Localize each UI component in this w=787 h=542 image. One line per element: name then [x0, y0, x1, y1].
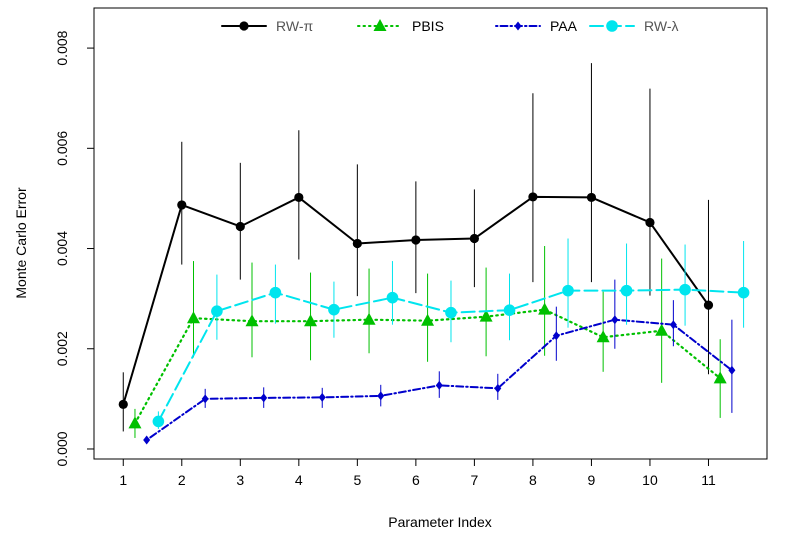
data-point [245, 314, 259, 327]
data-point [386, 291, 399, 304]
plot-border [93, 7, 768, 460]
data-point [528, 192, 538, 202]
data-point [211, 305, 223, 317]
y-tick-label: 0.008 [54, 30, 70, 65]
data-point [728, 365, 736, 375]
data-point [514, 21, 522, 31]
series-3 [143, 279, 736, 445]
x-tick-label: 4 [295, 472, 303, 488]
data-point [239, 21, 249, 31]
data-point [328, 303, 340, 316]
data-point [294, 192, 304, 203]
data-point [679, 283, 691, 296]
x-tick-label: 2 [178, 472, 186, 488]
data-point [118, 399, 128, 409]
y-axis: 0.000 0.002 0.004 0.006 0.008 [54, 30, 94, 467]
data-point [645, 217, 655, 228]
data-point [177, 200, 187, 210]
data-point [377, 391, 385, 401]
data-point [538, 302, 552, 315]
x-tick-label: 7 [470, 472, 478, 488]
plot-area [93, 7, 768, 460]
x-axis: 1 2 3 4 5 6 7 8 9 10 11 [119, 459, 716, 488]
data-point [611, 315, 619, 325]
x-tick-label: 9 [588, 472, 596, 488]
x-tick-label: 3 [236, 472, 244, 488]
series-2 [128, 246, 727, 438]
x-tick-label: 6 [412, 472, 420, 488]
data-point [562, 284, 574, 297]
data-point [620, 284, 633, 297]
x-tick-label: 5 [353, 472, 361, 488]
legend-label: RW-π [276, 18, 313, 34]
data-point [713, 371, 727, 384]
data-point [445, 306, 457, 319]
data-point [606, 20, 618, 32]
y-tick-label: 0.004 [54, 231, 70, 266]
data-point [586, 192, 597, 203]
data-point [318, 392, 326, 402]
series-4 [152, 238, 750, 429]
y-axis-label: Monte Carlo Error [13, 187, 29, 299]
legend-label: RW-λ [644, 18, 678, 34]
data-point [503, 304, 516, 316]
data-point [362, 312, 376, 325]
data-point [421, 313, 435, 326]
data-point [596, 330, 610, 343]
legend: RW-π PBIS PAA RW-λ [221, 18, 678, 34]
data-point [352, 238, 362, 249]
x-tick-label: 1 [119, 472, 127, 488]
x-tick-label: 8 [529, 472, 537, 488]
data-point [411, 235, 421, 245]
data-point [143, 435, 151, 445]
data-point [186, 311, 200, 324]
series-layer [118, 63, 750, 445]
y-tick-label: 0.002 [54, 331, 70, 366]
data-point [260, 393, 268, 403]
series-line [133, 308, 722, 425]
legend-item-2: PBIS [357, 18, 444, 34]
data-point [494, 383, 502, 393]
legend-item-3: PAA [495, 18, 578, 34]
data-point [469, 233, 479, 244]
legend-item-1: RW-π [221, 18, 313, 34]
y-tick-label: 0.006 [54, 131, 70, 166]
data-point [479, 309, 493, 322]
data-point [373, 19, 387, 31]
data-point [152, 415, 165, 428]
x-tick-label: 11 [701, 472, 716, 488]
data-point [435, 380, 443, 390]
data-point [655, 323, 669, 336]
data-point [269, 286, 282, 299]
data-point [552, 331, 560, 341]
y-tick-label: 0.000 [54, 431, 70, 466]
data-point [128, 416, 142, 429]
data-point [304, 314, 318, 327]
data-point [669, 320, 677, 330]
x-tick-label: 10 [642, 472, 658, 488]
data-point [737, 286, 750, 299]
data-point [703, 300, 714, 310]
data-point [201, 394, 209, 404]
legend-item-4: RW-λ [589, 18, 678, 34]
legend-label: PBIS [412, 18, 444, 34]
legend-label: PAA [550, 18, 578, 34]
data-point [235, 221, 245, 232]
series-1 [118, 63, 714, 432]
x-axis-label: Parameter Index [388, 514, 492, 530]
